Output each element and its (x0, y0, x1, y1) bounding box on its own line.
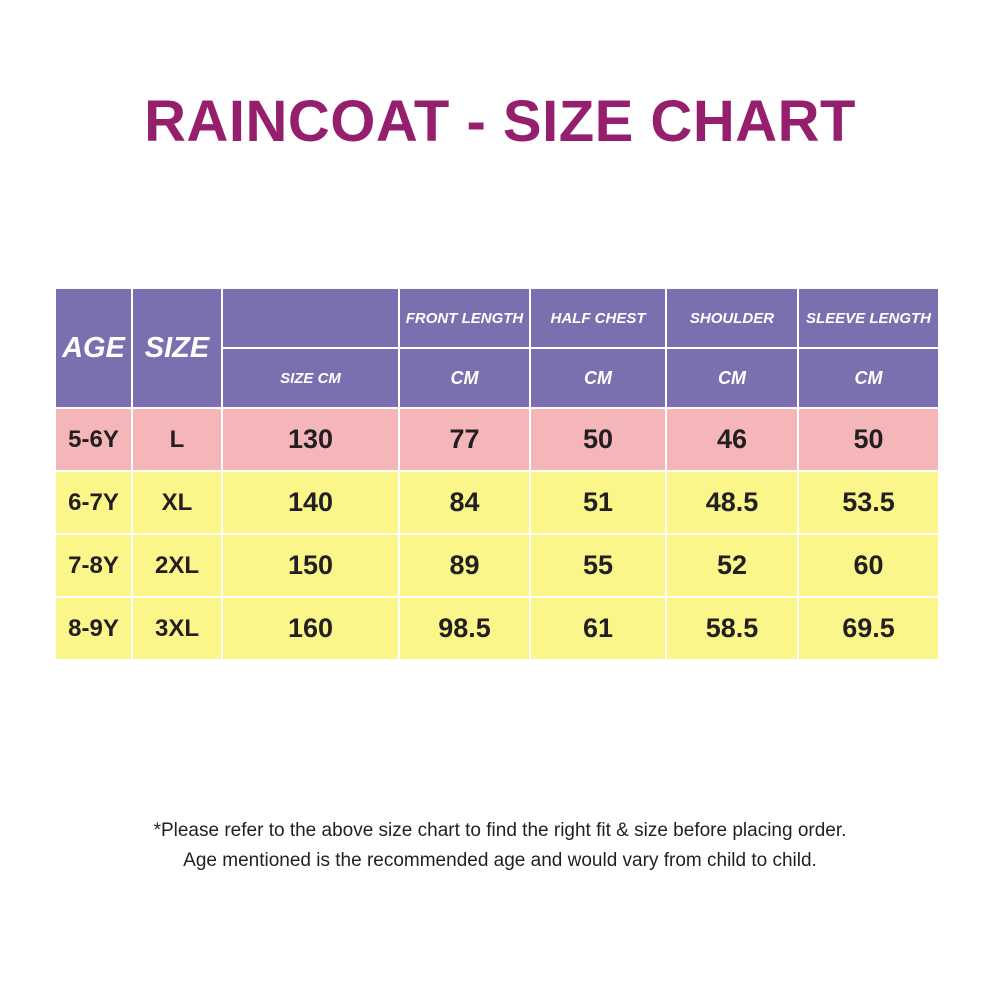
header-sleeve-length: SLEEVE LENGTH (797, 287, 940, 349)
size-cm-cell: 140 (221, 470, 400, 535)
page-title: RAINCOAT - SIZE CHART (144, 89, 856, 154)
half-chest-cell: 55 (529, 533, 667, 598)
age-cell: 7-8Y (54, 533, 133, 598)
front-length-cell: 84 (398, 470, 531, 535)
age-cell: 6-7Y (54, 470, 133, 535)
shoulder-cell: 46 (665, 407, 799, 472)
header-half-chest: HALF CHEST (529, 287, 667, 349)
header-unit-sleeve-length: CM (797, 347, 940, 409)
half-chest-cell: 61 (529, 596, 667, 661)
header-unit-front-length: CM (398, 347, 531, 409)
header-size: SIZE (131, 287, 223, 409)
size-chart-table: AGE SIZE FRONT LENGTH HALF CHEST SHOULDE… (54, 287, 940, 661)
sleeve-length-cell: 60 (797, 533, 940, 598)
size-cell: L (131, 407, 223, 472)
age-note: Age mentioned is the recommended age and… (183, 850, 817, 871)
size-cell: 2XL (131, 533, 223, 598)
sleeve-length-cell: 50 (797, 407, 940, 472)
shoulder-cell: 52 (665, 533, 799, 598)
sleeve-length-cell: 53.5 (797, 470, 940, 535)
shoulder-cell: 48.5 (665, 470, 799, 535)
sleeve-length-cell: 69.5 (797, 596, 940, 661)
shoulder-cell: 58.5 (665, 596, 799, 661)
header-unit-half-chest: CM (529, 347, 667, 409)
header-shoulder: SHOULDER (665, 287, 799, 349)
table-row: 7-8Y 2XL 150 89 55 52 60 (54, 533, 940, 598)
half-chest-cell: 51 (529, 470, 667, 535)
size-cm-cell: 150 (221, 533, 400, 598)
header-age: AGE (54, 287, 133, 409)
header-blank (221, 287, 400, 349)
age-cell: 5-6Y (54, 407, 133, 472)
table-row: 5-6Y L 130 77 50 46 50 (54, 407, 940, 472)
age-cell: 8-9Y (54, 596, 133, 661)
front-length-cell: 89 (398, 533, 531, 598)
header-unit-shoulder: CM (665, 347, 799, 409)
table-row: 8-9Y 3XL 160 98.5 61 58.5 69.5 (54, 596, 940, 661)
size-cm-cell: 130 (221, 407, 400, 472)
table-row: 6-7Y XL 140 84 51 48.5 53.5 (54, 470, 940, 535)
header-row-labels: AGE SIZE FRONT LENGTH HALF CHEST SHOULDE… (54, 287, 940, 409)
size-cm-cell: 160 (221, 596, 400, 661)
header-size-cm: SIZE CM (221, 347, 400, 409)
size-cell: XL (131, 470, 223, 535)
header-row-units: SIZE CM CM CM CM CM (55, 347, 940, 409)
front-length-cell: 77 (398, 407, 531, 472)
size-note: *Please refer to the above size chart to… (153, 820, 847, 841)
front-length-cell: 98.5 (398, 596, 531, 661)
header-front-length: FRONT LENGTH (398, 287, 531, 349)
size-cell: 3XL (131, 596, 223, 661)
half-chest-cell: 50 (529, 407, 667, 472)
